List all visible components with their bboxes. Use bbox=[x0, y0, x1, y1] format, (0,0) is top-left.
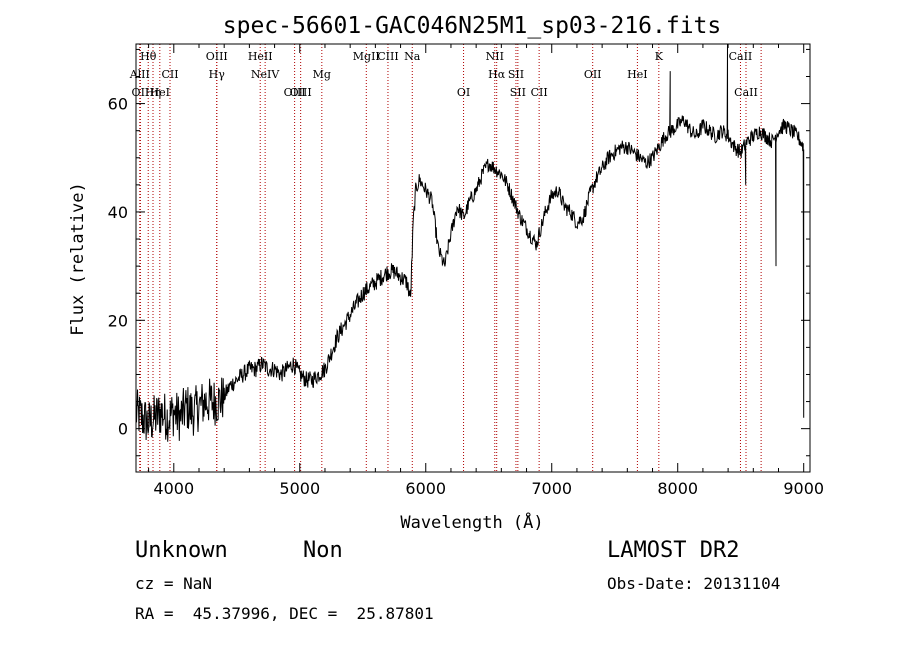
spectral-line-label: OIII bbox=[284, 86, 306, 99]
spectral-line-label: K bbox=[655, 50, 664, 63]
spectral-line-label: OI bbox=[457, 86, 470, 99]
spectral-line-label: OIII bbox=[206, 50, 228, 63]
spectral-class: Unknown bbox=[135, 538, 228, 563]
spectral-line-label: HeII bbox=[248, 50, 273, 63]
spectral-line-label: Hη bbox=[145, 86, 161, 99]
spectral-line-label: CII bbox=[161, 68, 178, 81]
y-tick-label: 20 bbox=[108, 311, 128, 330]
axis-ticks: 4000 5000 6000 7000 8000 9000 0 20 40 60 bbox=[108, 44, 824, 498]
spectral-line-label: Mg bbox=[313, 68, 331, 81]
spectral-line-label: Na bbox=[404, 50, 421, 63]
x-tick-label: 8000 bbox=[657, 479, 698, 498]
y-tick-label: 60 bbox=[108, 95, 128, 114]
y-tick-label: 40 bbox=[108, 203, 128, 222]
spectral-line-label: NII bbox=[486, 50, 504, 63]
spectral-line-label: OII bbox=[584, 68, 602, 81]
redshift-value: cz = NaN bbox=[135, 574, 213, 593]
chart-title: spec-56601-GAC046N25M1_sp03-216.fits bbox=[223, 13, 722, 39]
spectral-lines bbox=[139, 44, 762, 472]
spectral-line-label: OIII bbox=[290, 86, 312, 99]
y-axis-label: Flux (relative) bbox=[68, 182, 88, 336]
spectral-line-label: Hγ bbox=[209, 68, 226, 81]
spectrum-line bbox=[135, 43, 805, 442]
spectral-line-label: Hθ bbox=[140, 50, 157, 63]
x-axis-label: Wavelength (Å) bbox=[400, 511, 543, 533]
spectral-line-label: SII bbox=[510, 86, 526, 99]
coordinates: RA = 45.37996, DEC = 25.87801 bbox=[135, 604, 434, 623]
plot-frame bbox=[135, 43, 811, 473]
spectral-line-label: AlII bbox=[129, 68, 150, 81]
spectral-line-label: CaII bbox=[729, 50, 753, 63]
x-tick-label: 9000 bbox=[783, 479, 824, 498]
spectral-line-label: NeIV bbox=[251, 68, 280, 81]
spectral-line-labels: AlIIOIIHθHηHeICIIOIIIHγHeIINeIVOIIIOIIIM… bbox=[129, 50, 758, 99]
y-tick-label: 0 bbox=[118, 420, 128, 439]
spectral-line-label: CIII bbox=[377, 50, 398, 63]
spectral-subclass: Non bbox=[303, 538, 343, 563]
observation-date: Obs-Date: 20131104 bbox=[607, 574, 781, 593]
spectral-line-label: HeI bbox=[150, 86, 170, 99]
x-tick-label: 7000 bbox=[531, 479, 572, 498]
spectral-line-label: MgII bbox=[353, 50, 380, 63]
x-tick-label: 4000 bbox=[153, 479, 194, 498]
x-tick-label: 5000 bbox=[279, 479, 320, 498]
spectral-line-label: Hα bbox=[488, 68, 506, 81]
spectral-line-label: CaII bbox=[734, 86, 758, 99]
spectral-line-label: HeI bbox=[627, 68, 647, 81]
spectral-line-label: SII bbox=[508, 68, 524, 81]
spectral-line-label: CII bbox=[531, 86, 548, 99]
x-tick-label: 6000 bbox=[405, 479, 446, 498]
survey-name: LAMOST DR2 bbox=[607, 538, 740, 563]
